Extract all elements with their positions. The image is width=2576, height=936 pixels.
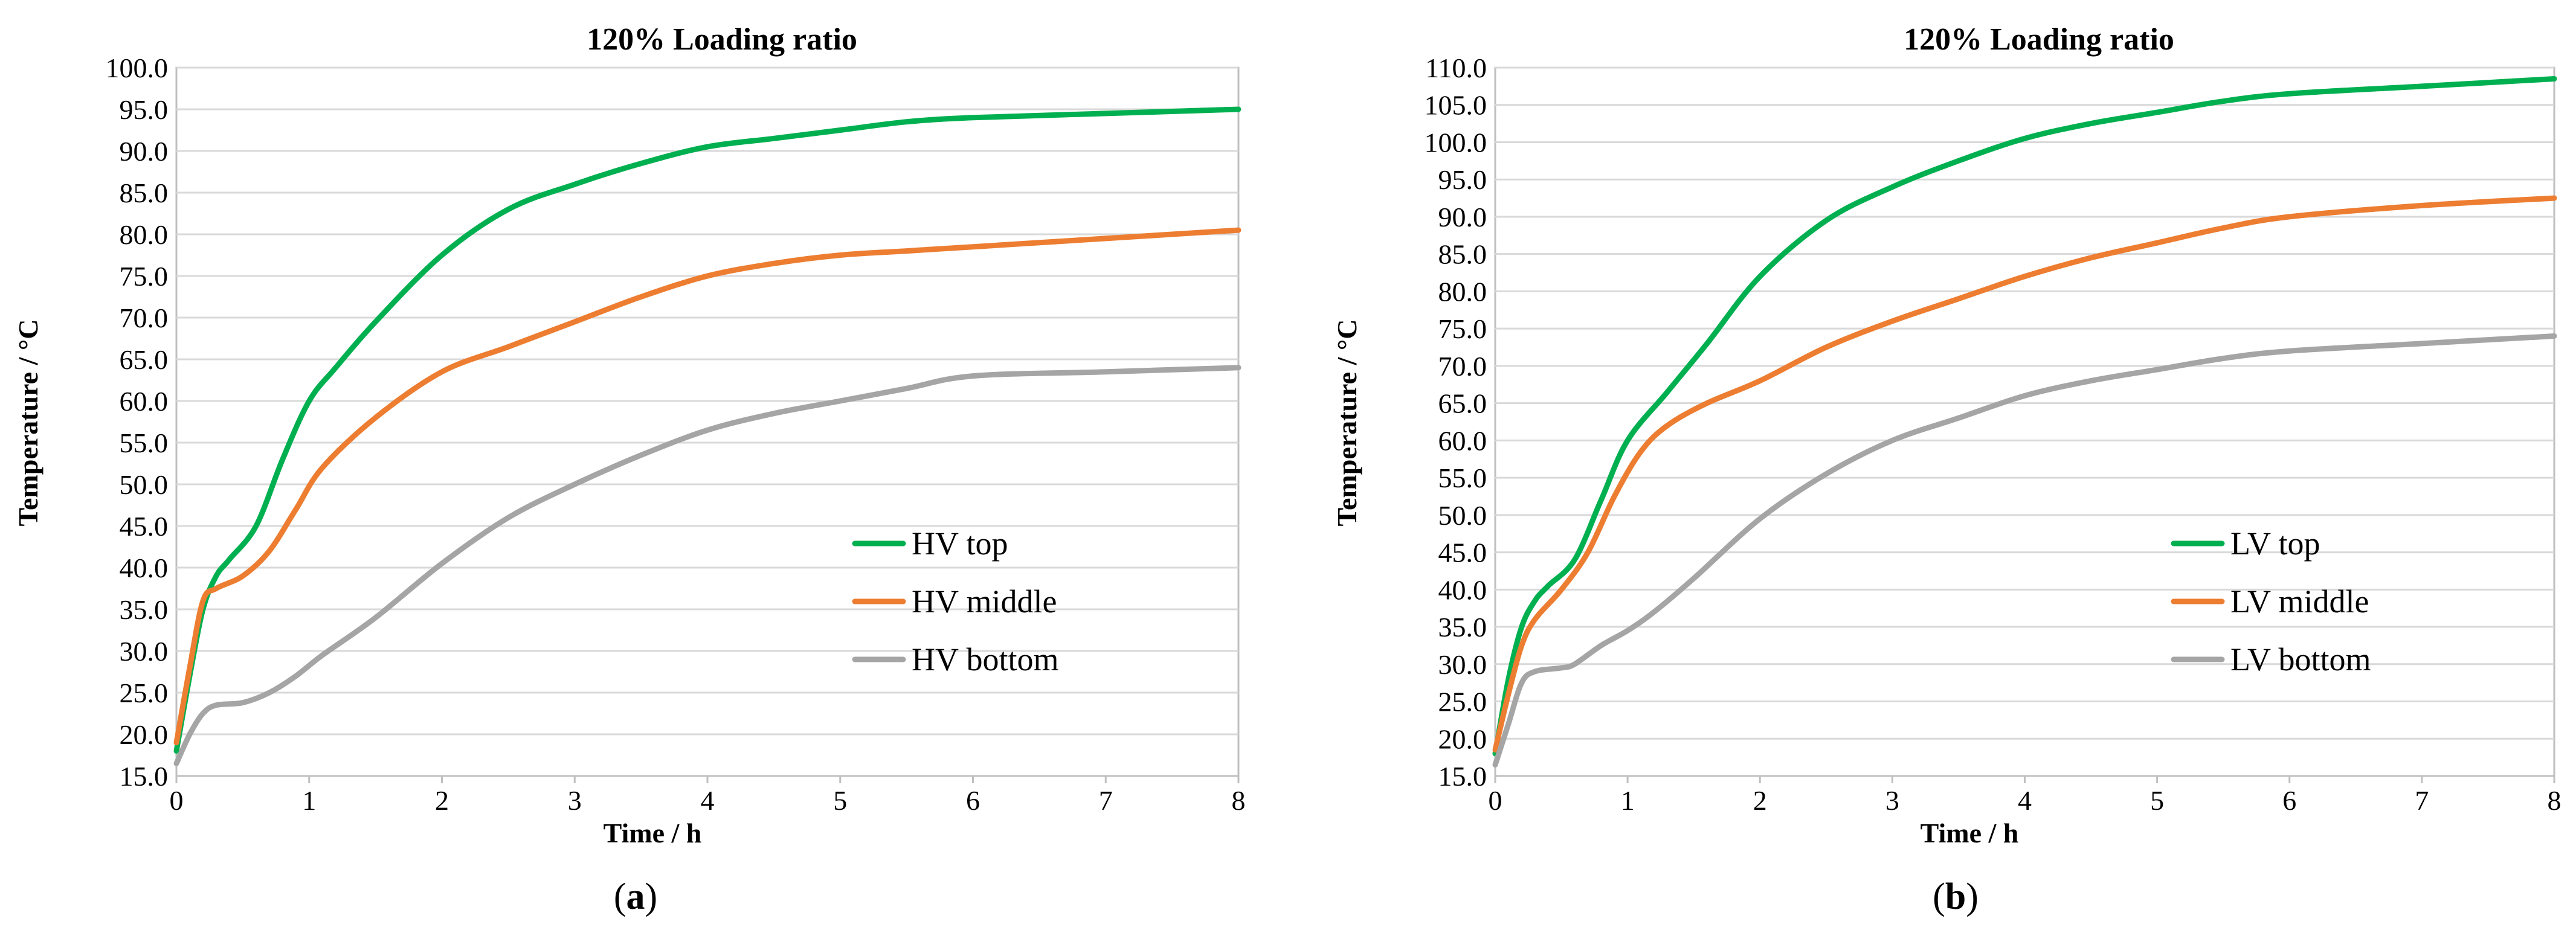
- x-tick-label: 3: [1885, 785, 1899, 816]
- y-tick-label: 105.0: [1425, 90, 1487, 121]
- y-tick-label: 35.0: [1438, 612, 1487, 643]
- x-tick-label: 5: [2150, 785, 2164, 816]
- x-tick-label: 7: [1099, 785, 1113, 816]
- panel-caption-letter: b: [1945, 876, 1966, 917]
- y-tick-label: 95.0: [120, 94, 169, 125]
- y-tick-label: 45.0: [120, 511, 169, 542]
- y-tick-label: 100.0: [106, 53, 169, 83]
- series-line-hv-top: [173, 106, 1241, 754]
- y-tick-label: 75.0: [120, 261, 169, 292]
- series-line-hv-middle: [173, 227, 1241, 746]
- panel-caption: (a): [614, 876, 657, 917]
- x-tick-label: 8: [2548, 785, 2562, 816]
- legend-label: LV bottom: [2230, 641, 2371, 678]
- y-tick-label: 75.0: [1438, 313, 1487, 344]
- x-tick-label: 0: [1489, 785, 1502, 816]
- series-line-lv-middle: [1492, 195, 2557, 753]
- y-tick-label: 90.0: [120, 136, 169, 167]
- series-line-lv-top: [1492, 76, 2557, 757]
- x-tick-label: 4: [701, 785, 715, 816]
- y-tick-label: 55.0: [1438, 463, 1487, 493]
- y-tick-label: 50.0: [120, 469, 169, 500]
- y-tick-label: 95.0: [1438, 164, 1487, 195]
- x-tick-label: 6: [966, 785, 980, 816]
- x-tick-label: 4: [2018, 785, 2032, 816]
- panel-caption: (b): [1933, 876, 1979, 917]
- y-tick-label: 80.0: [120, 219, 169, 250]
- y-axis-label: Temperature / °C: [1331, 319, 1362, 527]
- legend-label: HV bottom: [912, 641, 1059, 678]
- chart-title: 120% Loading ratio: [587, 22, 857, 57]
- y-tick-label: 80.0: [1438, 276, 1487, 307]
- y-tick-label: 70.0: [1438, 351, 1487, 382]
- y-tick-label: 55.0: [120, 428, 169, 458]
- x-axis-label: Time / h: [604, 818, 702, 848]
- y-tick-label: 20.0: [1438, 723, 1487, 754]
- y-tick-label: 85.0: [1438, 239, 1487, 270]
- series-line-hv-bottom: [173, 365, 1241, 766]
- x-tick-label: 6: [2282, 785, 2296, 816]
- x-tick-label: 0: [170, 785, 184, 816]
- chart-title: 120% Loading ratio: [1904, 22, 2174, 57]
- plot-frame: [175, 66, 1240, 777]
- y-tick-label: 50.0: [1438, 500, 1487, 531]
- chart-panel-b: 120% Loading ratio Temperature / °C Time…: [1331, 22, 2562, 917]
- y-tick-label: 70.0: [120, 303, 169, 333]
- series-line-lv-bottom: [1492, 333, 2557, 768]
- y-tick-label: 25.0: [1438, 687, 1487, 717]
- y-tick-label: 90.0: [1438, 202, 1487, 232]
- legend-label: HV top: [912, 525, 1008, 562]
- panel-caption-letter: a: [626, 876, 645, 917]
- x-tick-label: 5: [833, 785, 847, 816]
- legend-label: HV middle: [912, 583, 1057, 620]
- plot-frame: [1494, 66, 2555, 777]
- chart-panel-a: 120% Loading ratio Temperature / °C Time…: [13, 22, 1246, 917]
- x-tick-label: 2: [1753, 785, 1767, 816]
- x-tick-label: 8: [1232, 785, 1246, 816]
- y-tick-label: 60.0: [1438, 425, 1487, 456]
- y-tick-label: 35.0: [120, 594, 169, 625]
- y-tick-label: 25.0: [120, 678, 169, 708]
- y-tick-label: 30.0: [1438, 649, 1487, 680]
- y-tick-label: 15.0: [120, 761, 169, 792]
- x-tick-label: 1: [1621, 785, 1635, 816]
- x-tick-label: 7: [2415, 785, 2429, 816]
- y-tick-label: 100.0: [1425, 127, 1487, 158]
- x-tick-label: 1: [302, 785, 316, 816]
- legend-label: LV middle: [2230, 583, 2369, 620]
- x-axis-label: Time / h: [1921, 818, 2019, 848]
- x-tick-label: 3: [568, 785, 582, 816]
- y-tick-label: 45.0: [1438, 537, 1487, 568]
- y-tick-label: 85.0: [120, 178, 169, 208]
- y-tick-label: 40.0: [120, 553, 169, 583]
- y-tick-label: 110.0: [1425, 53, 1487, 83]
- x-tick-label: 2: [435, 785, 449, 816]
- y-tick-label: 40.0: [1438, 574, 1487, 605]
- y-tick-label: 65.0: [1438, 388, 1487, 419]
- y-axis-label: Temperature / °C: [13, 319, 43, 527]
- y-tick-label: 15.0: [1438, 761, 1487, 792]
- y-tick-label: 20.0: [120, 719, 169, 750]
- y-tick-label: 30.0: [120, 636, 169, 667]
- y-tick-label: 65.0: [120, 344, 169, 375]
- legend-label: LV top: [2230, 525, 2320, 562]
- y-tick-label: 60.0: [120, 386, 169, 417]
